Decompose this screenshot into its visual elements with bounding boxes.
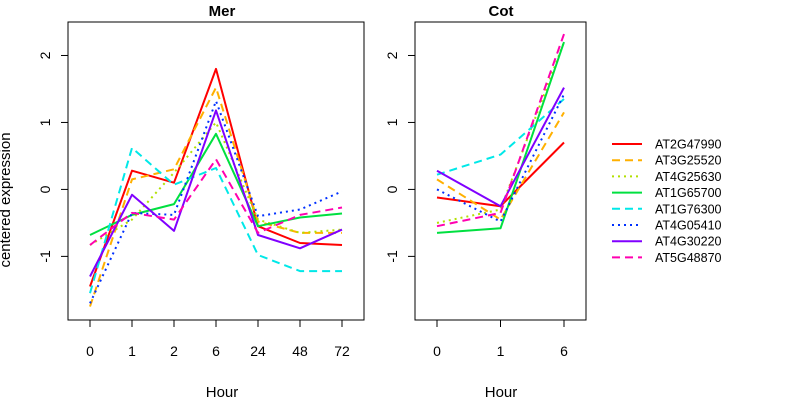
x-tick-label: 1 xyxy=(128,343,136,359)
panel-title-cot: Cot xyxy=(489,3,514,20)
x-tick-label: 6 xyxy=(212,343,220,359)
x-tick-label: 2 xyxy=(170,343,178,359)
y-tick-label: 0 xyxy=(384,185,400,193)
legend-label: AT3G25520 xyxy=(655,154,722,168)
x-axis-label-cot: Hour xyxy=(485,384,518,400)
y-tick-label: 1 xyxy=(384,118,400,126)
x-tick-label: 72 xyxy=(334,343,350,359)
y-tick-label: 2 xyxy=(37,51,53,59)
series-line-at2g47990 xyxy=(89,67,343,287)
legend-label: AT2G47990 xyxy=(655,138,722,152)
x-tick-label: 0 xyxy=(433,343,441,359)
plot-frame xyxy=(67,21,365,321)
panel-mer: Mer Hour centered expression 0 1 2 6 24 48 72 -… xyxy=(0,3,365,401)
y-tick-label: 0 xyxy=(37,185,53,193)
legend-label: AT1G76300 xyxy=(655,202,722,216)
x-tick-label: 1 xyxy=(497,343,505,359)
series-line-at5g48870 xyxy=(89,158,343,246)
y-tick-label: 2 xyxy=(384,51,400,59)
series-line-at4g25630 xyxy=(436,41,565,224)
series-line-at4g25630 xyxy=(89,121,343,246)
legend-label: AT1G65700 xyxy=(655,186,722,200)
series-line-at3g25520 xyxy=(436,111,565,221)
series-line-at4g30220 xyxy=(436,87,565,208)
y-tick-label: 1 xyxy=(37,118,53,126)
series-line-at4g30220 xyxy=(89,109,343,277)
plot-frame xyxy=(414,21,587,321)
legend-label: AT4G05410 xyxy=(655,219,722,233)
legend-label: AT4G25630 xyxy=(655,170,722,184)
series-line-at1g65700 xyxy=(436,41,565,234)
series-line-at2g47990 xyxy=(436,141,565,208)
series-line-at3g25520 xyxy=(89,86,342,307)
x-axis-label-mer: Hour xyxy=(206,384,239,400)
series-line-at1g76300 xyxy=(89,146,342,294)
x-tick-label: 48 xyxy=(292,343,308,359)
panel-title-mer: Mer xyxy=(209,3,236,20)
legend-label: AT5G48870 xyxy=(655,251,722,265)
legend: AT2G47990 AT3G25520 AT4G25630 AT1G65700 AT1G… xyxy=(612,138,722,265)
y-tick-label: -1 xyxy=(384,250,400,263)
series-line-at1g76300 xyxy=(436,98,565,176)
x-tick-label: 0 xyxy=(86,343,94,359)
y-tick-label: -1 xyxy=(37,250,53,263)
series-line-at5g48870 xyxy=(436,33,565,228)
y-axis-label: centered expression xyxy=(0,132,14,267)
series-line-at4g05410 xyxy=(436,93,565,223)
panel-cot: Cot Hour 0 1 6 -1 0 1 2 xyxy=(384,3,587,401)
x-tick-label: 24 xyxy=(250,343,266,359)
legend-label: AT4G30220 xyxy=(655,235,722,249)
x-tick-label: 6 xyxy=(560,343,568,359)
